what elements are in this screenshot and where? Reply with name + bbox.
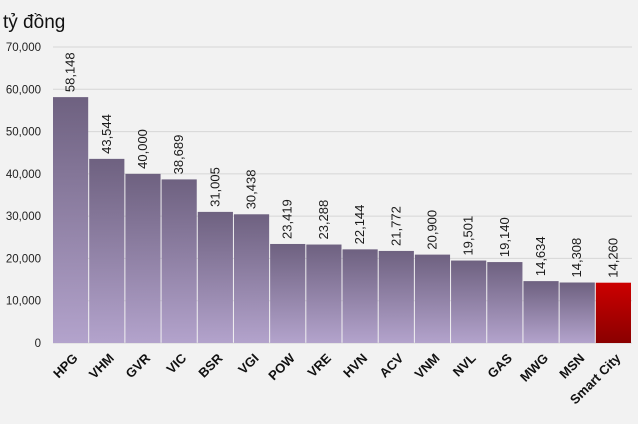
x-tick-label: VGI	[235, 351, 261, 377]
y-tick-label: 60,000	[6, 84, 41, 96]
y-tick-label: 0	[35, 338, 41, 350]
x-tick-label: HPG	[50, 351, 81, 382]
bar-nvl	[451, 260, 487, 343]
x-tick-label: BSR	[195, 350, 225, 380]
bar-vhm	[89, 158, 125, 343]
data-label: 19,140	[497, 217, 512, 257]
data-labels: 58,148 43,544 40,000 38,689 31,005 30,438 23,4…	[63, 52, 621, 277]
data-label: 23,288	[316, 200, 331, 240]
x-tick-label: VHM	[86, 351, 117, 382]
y-tick-label: 20,000	[6, 253, 41, 265]
data-label: 58,148	[63, 52, 78, 92]
data-label: 30,438	[244, 170, 259, 210]
x-tick-label: VNM	[412, 351, 443, 382]
data-label: 43,544	[99, 114, 114, 154]
bar-vic	[161, 179, 197, 343]
x-tick-label: NVL	[450, 350, 479, 379]
y-tick-label: 50,000	[6, 127, 41, 139]
y-tick-label: 30,000	[6, 211, 41, 223]
y-unit-label: tỷ đồng	[3, 12, 65, 33]
data-label: 14,308	[569, 238, 584, 278]
data-label: 23,419	[280, 199, 295, 239]
bar-hvn	[342, 249, 378, 343]
data-label: 14,260	[605, 238, 620, 278]
bar-gas	[487, 262, 523, 343]
bars	[53, 97, 631, 344]
x-tick-label: POW	[265, 350, 298, 383]
x-tick-label: VRE	[305, 350, 335, 380]
bar-pow	[270, 243, 306, 343]
x-tick-label: MSN	[556, 351, 587, 382]
x-tick-label: MWG	[517, 351, 551, 385]
y-tick-label: 10,000	[6, 296, 41, 308]
bar-gvr	[125, 173, 161, 343]
x-tick-label: GAS	[484, 350, 515, 381]
bar-msn	[559, 282, 595, 343]
data-label: 19,501	[461, 216, 476, 256]
data-label: 21,772	[388, 206, 403, 246]
x-tick-label: ACV	[376, 350, 406, 380]
data-label: 38,689	[171, 135, 186, 175]
y-axis-ticks: 0 10,000 20,000 30,000 40,000 50,000 60,000 70,…	[6, 42, 41, 350]
x-tick-label: VIC	[163, 350, 189, 376]
data-label: 31,005	[207, 167, 222, 207]
bar-acv	[378, 250, 414, 343]
y-tick-label: 40,000	[6, 169, 41, 181]
bar-smart-city	[595, 282, 631, 343]
y-tick-label: 70,000	[6, 42, 41, 54]
bar-bsr	[197, 211, 233, 343]
bar-vnm	[414, 254, 451, 343]
data-label: 14,634	[533, 236, 548, 276]
bar-mwg	[523, 281, 559, 343]
x-tick-label: HVN	[340, 351, 370, 381]
data-label: 20,900	[424, 210, 439, 250]
bar-vre	[306, 244, 342, 343]
data-label: 40,000	[135, 129, 150, 169]
bar-hpg	[53, 97, 89, 344]
x-axis-labels: HPG VHM GVR VIC BSR VGI POW VRE HVN ACV VNM NVL GAS M…	[50, 350, 624, 407]
data-label: 22,144	[352, 205, 367, 245]
x-tick-label: GVR	[123, 350, 154, 381]
bar-vgi	[233, 214, 270, 343]
